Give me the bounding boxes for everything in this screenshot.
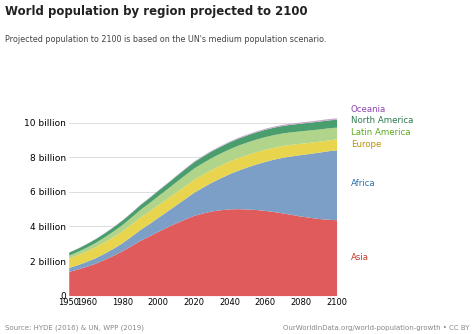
Text: Projected population to 2100 is based on the UN's medium population scenario.: Projected population to 2100 is based on… [5, 35, 326, 44]
Text: OurWorldInData.org/world-population-growth • CC BY: OurWorldInData.org/world-population-grow… [283, 325, 469, 331]
Text: Our World: Our World [413, 18, 458, 27]
Text: Africa: Africa [351, 179, 375, 188]
Text: Latin America: Latin America [351, 128, 410, 137]
Text: Oceania: Oceania [351, 105, 386, 114]
Text: North America: North America [351, 116, 413, 125]
Text: World population by region projected to 2100: World population by region projected to … [5, 5, 307, 18]
Text: Europe: Europe [351, 140, 381, 149]
Text: Asia: Asia [351, 253, 369, 262]
Text: in Data: in Data [419, 34, 452, 43]
Text: Source: HYDE (2016) & UN, WPP (2019): Source: HYDE (2016) & UN, WPP (2019) [5, 324, 144, 331]
